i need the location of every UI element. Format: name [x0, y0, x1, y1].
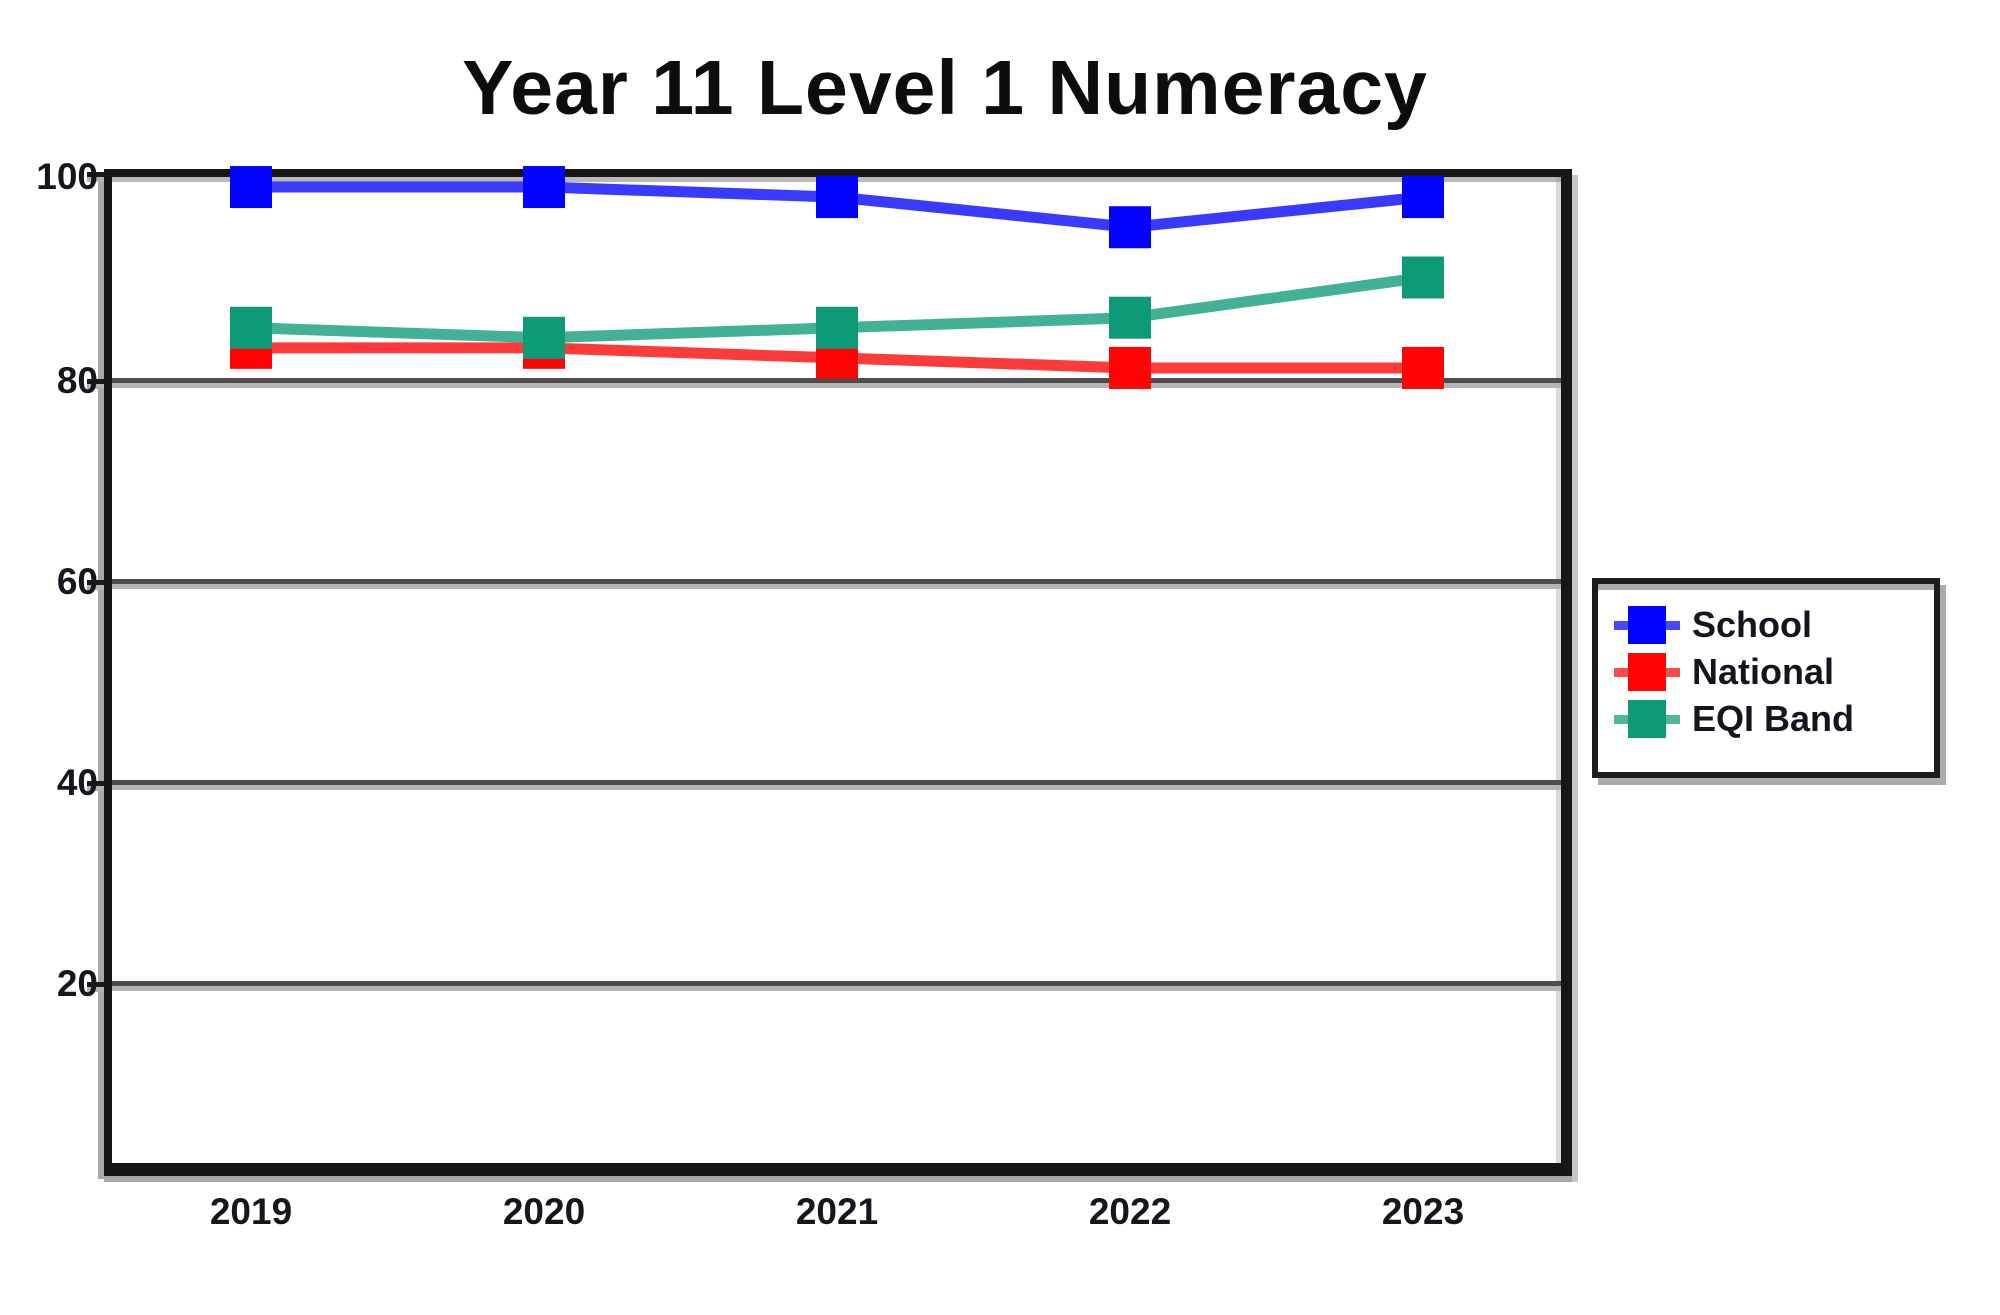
- x-axis-label-2019: 2019: [209, 1191, 293, 1232]
- y-tick-80: [87, 379, 104, 384]
- eqi-band-series-swatch: [1614, 699, 1680, 738]
- y-axis-label-60: 60: [56, 561, 98, 602]
- national-marker-icon: [1628, 652, 1666, 691]
- legend-label-eqi-band: EQI Band: [1692, 697, 1855, 739]
- legend-item-eqi-band: EQI Band: [1614, 695, 1934, 742]
- legend-label-national: National: [1692, 650, 1835, 692]
- gridline-60: [112, 579, 1561, 584]
- legend: School National EQI Band: [1592, 578, 1940, 778]
- gridline-40: [112, 780, 1561, 785]
- gridline-20: [112, 981, 1561, 986]
- y-tick-60: [87, 580, 104, 585]
- school-series-swatch: [1614, 605, 1680, 644]
- chart-title: Year 11 Level 1 Numeracy: [462, 45, 1428, 131]
- y-axis-label-20: 20: [56, 963, 98, 1004]
- x-axis-label-2023: 2023: [1381, 1191, 1465, 1232]
- y-tick-100: [87, 172, 104, 177]
- y-axis-label-80: 80: [56, 360, 98, 401]
- school-marker-icon: [1628, 605, 1666, 644]
- y-tick-20: [87, 982, 104, 987]
- x-axis-label-2021: 2021: [795, 1191, 879, 1232]
- y-axis-label-100: 100: [36, 156, 98, 197]
- plot-area: [104, 169, 1572, 1176]
- x-axis-label-2020: 2020: [502, 1191, 586, 1232]
- y-tick-40: [87, 781, 104, 786]
- legend-label-school: School: [1692, 603, 1813, 645]
- gridline-80: [112, 378, 1561, 383]
- legend-item-school: School: [1614, 601, 1934, 648]
- x-axis-label-2022: 2022: [1088, 1191, 1172, 1232]
- legend-item-national: National: [1614, 648, 1934, 695]
- eqi-band-marker-icon: [1628, 699, 1666, 738]
- national-series-swatch: [1614, 652, 1680, 691]
- y-axis-label-40: 40: [56, 762, 98, 803]
